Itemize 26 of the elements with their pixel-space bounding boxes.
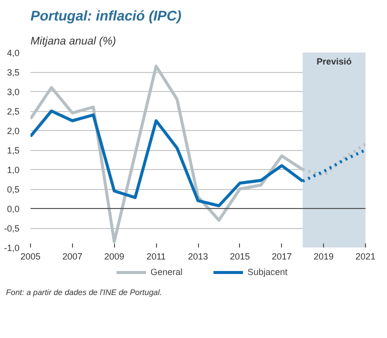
y-tick-label: -0,5 (4, 224, 20, 234)
x-tick-label: 2011 (146, 252, 166, 262)
x-tick-label: 2013 (188, 252, 208, 262)
y-tick-label: 0,0 (6, 204, 20, 214)
y-tick-label: 1,0 (6, 165, 20, 175)
x-tick-label: 2005 (20, 252, 41, 262)
x-tick-label: 2009 (104, 252, 124, 262)
band-label: Previsió (316, 56, 352, 66)
chart-subtitle: Mitjana anual (%) (30, 36, 116, 48)
y-tick-label: 4,0 (6, 48, 20, 58)
y-tick-label: 3,5 (6, 68, 20, 78)
legend-label: General (150, 267, 182, 277)
y-tick-label: 0,5 (6, 184, 20, 194)
chart-title: Portugal: inflació (IPC) (30, 8, 182, 24)
y-tick-label: -1,0 (4, 243, 20, 253)
y-tick-label: 3,0 (6, 87, 20, 97)
x-tick-label: 2019 (314, 252, 334, 262)
y-tick-label: 1,5 (6, 146, 20, 156)
x-tick-label: 2017 (272, 252, 292, 262)
x-tick-label: 2015 (230, 252, 250, 262)
x-tick-label: 2007 (62, 252, 82, 262)
legend-label: Subjacent (248, 267, 288, 277)
y-tick-label: 2,5 (6, 106, 20, 116)
x-tick-label: 2021 (355, 252, 376, 262)
text: Font: a partir de dades de l'INE de Portugal. (6, 287, 162, 298)
y-tick-label: 2,0 (6, 126, 20, 136)
